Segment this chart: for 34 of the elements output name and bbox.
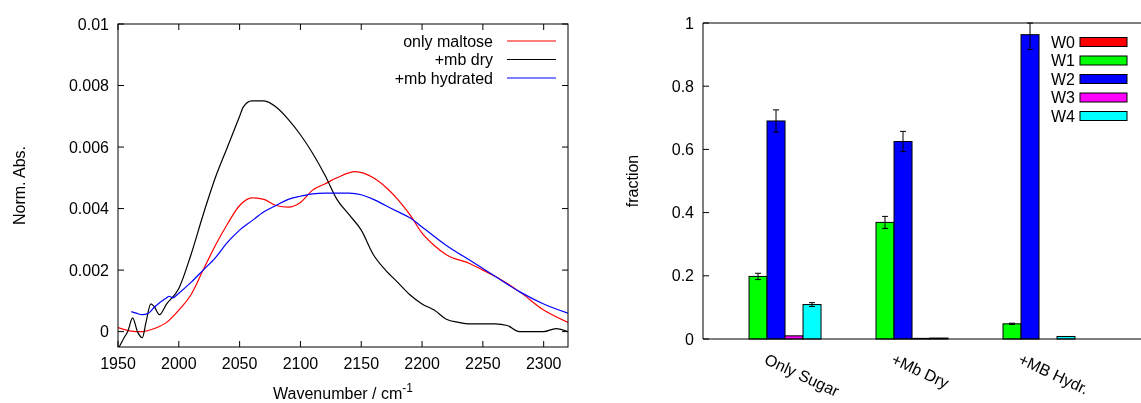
x-tick-label: 2200 <box>404 355 440 372</box>
x-tick-label: 2000 <box>161 355 197 372</box>
y-tick-label: 0.01 <box>77 15 110 33</box>
x-tick-label: 2300 <box>525 355 562 372</box>
x-tick-label: 2050 <box>221 355 258 372</box>
legend-label: only maltose <box>403 32 494 50</box>
x-axis-title: Wavenumber / cm$^{-1}$ <box>273 381 414 402</box>
legend-label: W4 <box>1051 107 1076 125</box>
legend-label: W1 <box>1051 52 1076 70</box>
legend-label: W0 <box>1051 33 1076 51</box>
x-tick-label: 2100 <box>282 355 319 372</box>
y-tick-label: 0.002 <box>68 261 110 279</box>
y-tick-label: 0.4 <box>671 204 695 222</box>
x-tick-label: 2150 <box>343 355 380 372</box>
legend-label: W2 <box>1051 70 1076 88</box>
legend-label: +mb dry <box>434 51 493 69</box>
y-tick-label: 0.6 <box>671 141 695 158</box>
x-tick-label: +MB Hydr. <box>1016 350 1092 398</box>
y-tick-label: 0.004 <box>68 200 110 218</box>
y-tick-label: 0.008 <box>68 77 110 95</box>
y-tick-label: 0.006 <box>68 138 110 156</box>
y-tick-label: 1 <box>685 14 695 32</box>
y-tick-label: 0.8 <box>671 77 695 95</box>
y-tick-label: 0.2 <box>671 267 695 285</box>
y-axis-title: Norm. Abs. <box>11 145 28 226</box>
x-tick-label: 1950 <box>100 355 136 372</box>
y-tick-label: 0 <box>100 323 110 341</box>
x-tick-label: 2250 <box>465 355 501 372</box>
legend-label: W3 <box>1051 89 1076 107</box>
x-tick-label: Only Sugar <box>762 350 843 400</box>
y-axis-title: fraction <box>624 154 641 208</box>
y-tick-label: 0 <box>685 330 695 348</box>
legend-label: +mb hydrated <box>394 69 493 87</box>
x-tick-label: +Mb Dry <box>889 350 952 392</box>
